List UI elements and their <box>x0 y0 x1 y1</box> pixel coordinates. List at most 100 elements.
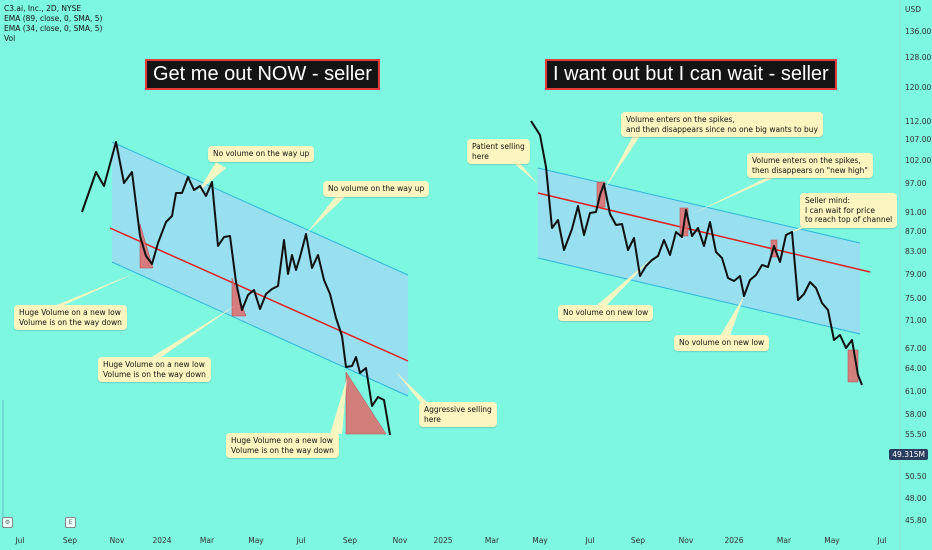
x-tick-label: Mar <box>777 536 792 545</box>
y-tick-label: 64.00 <box>905 364 927 373</box>
title-right: I want out but I can wait - seller <box>545 59 837 90</box>
note-line: Volume enters on the spikes, <box>626 115 735 124</box>
note-no-volume-up-2: No volume on the way up <box>323 181 430 197</box>
x-tick-label: Nov <box>679 536 694 545</box>
legend-symbol[interactable]: C3.ai, Inc., 2D, NYSE <box>4 4 82 13</box>
y-tick-label: 58.00 <box>905 410 927 419</box>
chart-settings-icon[interactable]: ⚙ <box>2 517 13 528</box>
y-tick-label: 50.50 <box>905 472 927 481</box>
callout-pointer <box>198 162 226 192</box>
note-line: No volume on new low <box>563 308 649 317</box>
callout-pointer <box>54 272 138 306</box>
y-tick-label: 91.00 <box>905 208 927 217</box>
note-huge-volume-2: Huge Volume on a new low Volume is on th… <box>98 357 211 382</box>
note-line: here <box>424 414 441 424</box>
note-patient-selling: Patient selling here <box>467 139 530 164</box>
y-tick-label: 71.00 <box>905 316 927 325</box>
channel-lower-1 <box>537 257 861 335</box>
note-line: Huge Volume on a new low <box>103 360 205 369</box>
note-line: Patient selling <box>472 142 525 151</box>
channel-upper-1 <box>537 167 861 244</box>
callout-pointer <box>306 196 346 234</box>
note-line: here <box>472 151 489 161</box>
x-tick-label: May <box>824 536 840 545</box>
note-line: I can wait for price <box>805 205 875 215</box>
y-axis-unit: USD <box>905 5 921 14</box>
y-tick-label: 75.00 <box>905 294 927 303</box>
price-line-left <box>81 141 391 436</box>
x-tick-label: Sep <box>63 536 77 545</box>
x-tick-label: May <box>248 536 264 545</box>
x-tick-label: 2026 <box>724 536 743 545</box>
volume-marker-triangle <box>139 223 154 269</box>
y-tick-label: 120.00 <box>905 83 931 92</box>
note-no-volume-low-1: No volume on new low <box>558 305 654 321</box>
callout-pointer <box>692 175 780 214</box>
price-lines <box>81 120 863 436</box>
x-tick-label: May <box>532 536 548 545</box>
volume-marker-triangle <box>345 371 387 435</box>
channel-midline-1 <box>537 192 871 273</box>
note-seller-mind: Seller mind: I can wait for price to rea… <box>800 193 898 228</box>
note-volume-spikes-1: Volume enters on the spikes, and then di… <box>621 112 823 137</box>
regression-channels <box>109 141 871 397</box>
x-tick-label: Nov <box>110 536 125 545</box>
x-tick-label: Jul <box>584 536 594 545</box>
legend-ema34[interactable]: EMA (34, close, 0, SMA, 5) <box>4 24 103 33</box>
legend-ema89[interactable]: EMA (89, close, 0, SMA, 5) <box>4 14 103 23</box>
event-marker-icon[interactable]: E <box>65 517 76 528</box>
y-tick-label: 67.00 <box>905 344 927 353</box>
y-tick-label: 48.00 <box>905 494 927 503</box>
note-line: No volume on the way up <box>213 149 310 158</box>
last-price-label: 49.315M <box>889 449 928 460</box>
x-tick-label: Mar <box>485 536 500 545</box>
x-tick-label: Nov <box>393 536 408 545</box>
volume-bars <box>2 400 4 528</box>
note-line: No volume on the way up <box>328 184 425 193</box>
y-tick-label: 79.00 <box>905 270 927 279</box>
x-tick-label: Sep <box>343 536 357 545</box>
indicator-legend: C3.ai, Inc., 2D, NYSE EMA (89, close, 0,… <box>4 4 102 44</box>
y-tick-label: 97.00 <box>905 179 927 188</box>
note-line: Seller mind: <box>805 196 851 205</box>
callout-pointer <box>330 378 347 434</box>
x-tick-label: Jul <box>876 536 886 545</box>
y-tick-label: 128.00 <box>905 53 931 62</box>
price-line-right <box>530 120 863 386</box>
x-tick-label: Mar <box>200 536 215 545</box>
y-tick-label: 112.00 <box>905 117 931 126</box>
note-line: Huge Volume on a new low <box>231 436 333 445</box>
note-volume-spikes-2: Volume enters on the spikes, then disapp… <box>747 153 873 178</box>
channel-fill-1 <box>538 168 860 334</box>
x-tick-label: 2025 <box>433 536 452 545</box>
axes: USD 136.00 128.00 120.00 112.00 107.00 102.00 9… <box>14 0 931 550</box>
note-line: Volume is on the way down <box>19 317 122 327</box>
volume-bar <box>2 400 4 528</box>
note-line: Aggressive selling <box>424 405 492 414</box>
callout-pointer <box>150 305 236 358</box>
note-line: to reach top of channel <box>805 215 893 224</box>
x-tick-label: Jul <box>295 536 305 545</box>
note-line: then disappears on "new high" <box>752 165 868 175</box>
note-line: Volume is on the way down <box>103 369 206 379</box>
y-tick-label: 55.50 <box>905 430 927 439</box>
note-line: Huge Volume on a new low <box>19 308 121 317</box>
y-tick-label: 87.00 <box>905 227 927 236</box>
y-tick-label: 102.00 <box>905 156 931 165</box>
y-tick-label: 45.80 <box>905 516 927 525</box>
y-tick-label: 107.00 <box>905 135 931 144</box>
note-line: No volume on new low <box>679 338 765 347</box>
note-aggressive-selling: Aggressive selling here <box>419 402 497 427</box>
channel-upper-0 <box>111 141 409 276</box>
legend-vol[interactable]: Vol <box>4 34 16 43</box>
note-huge-volume-3: Huge Volume on a new low Volume is on th… <box>226 433 339 458</box>
x-tick-label: Jul <box>14 536 24 545</box>
channel-midline-0 <box>109 227 409 362</box>
note-line: Volume is on the way down <box>231 445 334 455</box>
title-left: Get me out NOW - seller <box>145 59 380 90</box>
x-tick-label: Sep <box>631 536 645 545</box>
callout-pointer <box>604 136 640 190</box>
x-tick-label: 2024 <box>152 536 171 545</box>
note-no-volume-up-1: No volume on the way up <box>208 146 315 162</box>
